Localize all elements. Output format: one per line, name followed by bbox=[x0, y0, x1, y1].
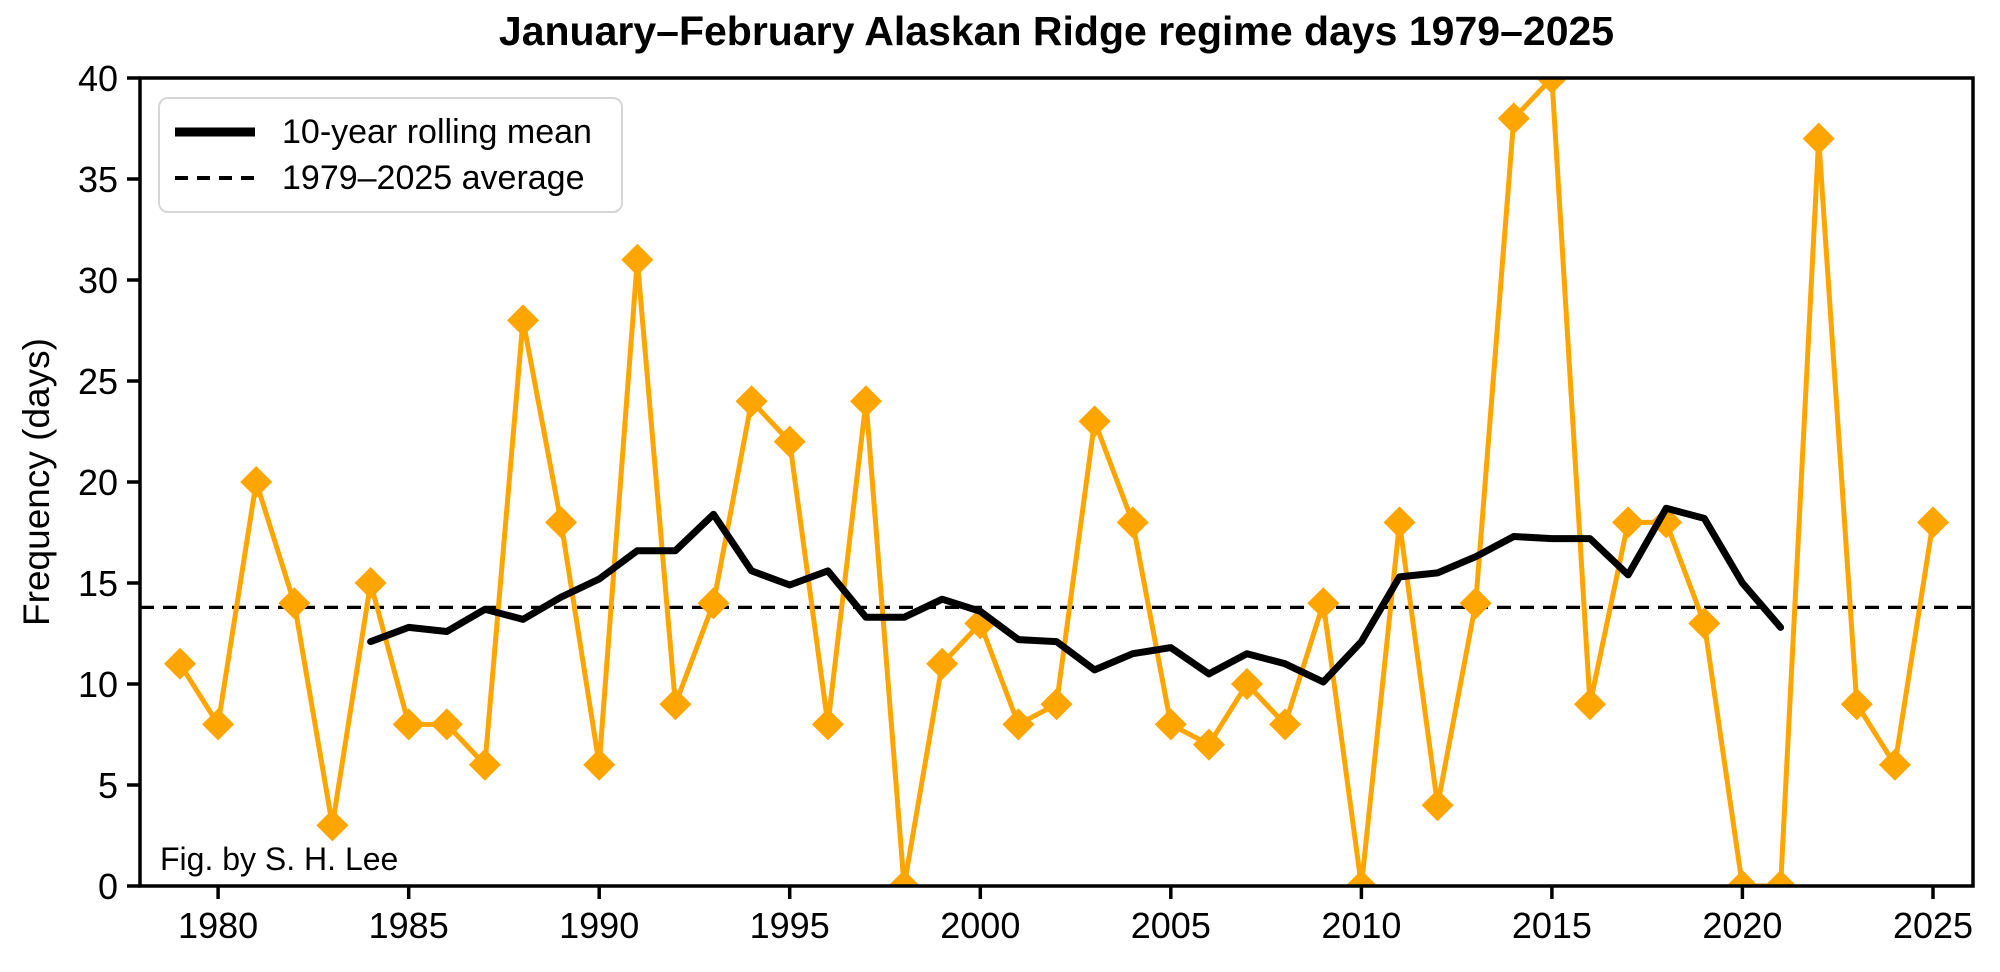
x-tick-label: 2005 bbox=[1131, 905, 1211, 946]
y-tick-label: 10 bbox=[78, 664, 118, 705]
ridge-days-marker bbox=[1345, 870, 1378, 886]
dashed-line-sample-icon bbox=[175, 176, 255, 180]
ridge-days-marker bbox=[811, 708, 844, 741]
ridge-days-marker bbox=[1231, 668, 1263, 700]
y-tick-label: 40 bbox=[78, 58, 118, 99]
legend-entry-average: 1979–2025 average bbox=[174, 161, 607, 195]
ridge-days-marker bbox=[1040, 688, 1073, 721]
ridge-days-marker bbox=[278, 587, 311, 620]
ridge-days-marker bbox=[202, 708, 235, 741]
x-tick-label: 2010 bbox=[1321, 905, 1401, 946]
y-tick-label: 35 bbox=[78, 159, 118, 200]
x-tick-label: 2000 bbox=[940, 905, 1020, 946]
ridge-days-marker bbox=[1116, 506, 1149, 539]
ridge-days-marker bbox=[1459, 587, 1492, 620]
ridge-days-marker bbox=[507, 304, 539, 337]
ridge-days-marker bbox=[1383, 506, 1416, 539]
y-tick-label: 15 bbox=[78, 563, 118, 604]
x-tick-label: 1990 bbox=[559, 905, 639, 946]
x-tick-label: 1980 bbox=[178, 905, 258, 946]
ridge-days-marker bbox=[316, 809, 349, 842]
ridge-days-marker bbox=[354, 567, 387, 599]
x-tick-label: 2020 bbox=[1702, 905, 1782, 946]
ridge-days-marker bbox=[697, 587, 730, 620]
ridge-days-marker bbox=[1878, 748, 1911, 781]
ridge-days-marker bbox=[659, 688, 692, 721]
ridge-days-marker bbox=[1688, 607, 1721, 640]
ridge-days-marker bbox=[1307, 587, 1340, 620]
ridge-days-marker bbox=[545, 506, 578, 539]
ridge-days-marker bbox=[240, 466, 273, 498]
x-tick-label: 1985 bbox=[369, 905, 449, 946]
chart-title: January–February Alaskan Ridge regime da… bbox=[498, 8, 1615, 54]
ridge-days-marker bbox=[773, 425, 806, 458]
legend-label-average: 1979–2025 average bbox=[282, 159, 585, 197]
ridge-days-marker bbox=[1192, 728, 1225, 761]
ridge-days-marker bbox=[735, 385, 768, 418]
legend-label-rolling-mean: 10-year rolling mean bbox=[282, 113, 592, 151]
y-tick-label: 5 bbox=[98, 765, 118, 806]
ridge-days-marker bbox=[1726, 870, 1759, 886]
ridge-days-marker bbox=[1002, 708, 1035, 741]
ridge-days-marker bbox=[1802, 122, 1835, 155]
ridge-days-marker bbox=[583, 748, 616, 781]
rolling-mean-line bbox=[367, 504, 1785, 686]
ridge-days-marker bbox=[1497, 102, 1530, 135]
ridge-days-marker bbox=[888, 870, 921, 886]
ridge-days-marker bbox=[430, 708, 463, 741]
ridge-days-marker bbox=[164, 647, 196, 680]
ridge-days-marker bbox=[1764, 870, 1797, 886]
ridge-days-marker bbox=[1917, 506, 1949, 539]
ridge-days-marker bbox=[1650, 506, 1683, 539]
solid-line-sample-icon bbox=[175, 127, 255, 137]
legend: 10-year rolling mean 1979–2025 average bbox=[158, 97, 623, 213]
ridge-days-marker bbox=[1269, 708, 1302, 741]
x-tick-label: 2025 bbox=[1893, 905, 1973, 946]
ridge-days-marker bbox=[1535, 78, 1568, 94]
y-axis-label: Frequency (days) bbox=[16, 338, 57, 626]
ridge-days-marker bbox=[1154, 708, 1187, 741]
ridge-days-marker bbox=[621, 243, 654, 276]
y-tick-label: 30 bbox=[78, 260, 118, 301]
x-tick-label: 1995 bbox=[750, 905, 830, 946]
ridge-days-marker bbox=[1840, 688, 1873, 721]
ridge-days-marker bbox=[1078, 405, 1111, 438]
y-tick-label: 0 bbox=[98, 866, 118, 907]
x-tick-label: 2015 bbox=[1512, 905, 1592, 946]
ridge-days-marker bbox=[392, 708, 425, 741]
figure-credit: Fig. by S. H. Lee bbox=[160, 841, 399, 877]
legend-entry-rolling-mean: 10-year rolling mean bbox=[174, 115, 607, 149]
ridge-days-marker bbox=[1574, 688, 1606, 721]
y-tick-label: 25 bbox=[78, 361, 118, 402]
ridge-days-marker bbox=[468, 748, 501, 781]
ridge-days-marker bbox=[1421, 789, 1454, 822]
ridge-days-marker bbox=[1612, 506, 1645, 539]
ridge-days-marker bbox=[926, 647, 959, 680]
ridge-days-marker bbox=[850, 385, 882, 418]
y-tick-label: 20 bbox=[78, 462, 118, 503]
